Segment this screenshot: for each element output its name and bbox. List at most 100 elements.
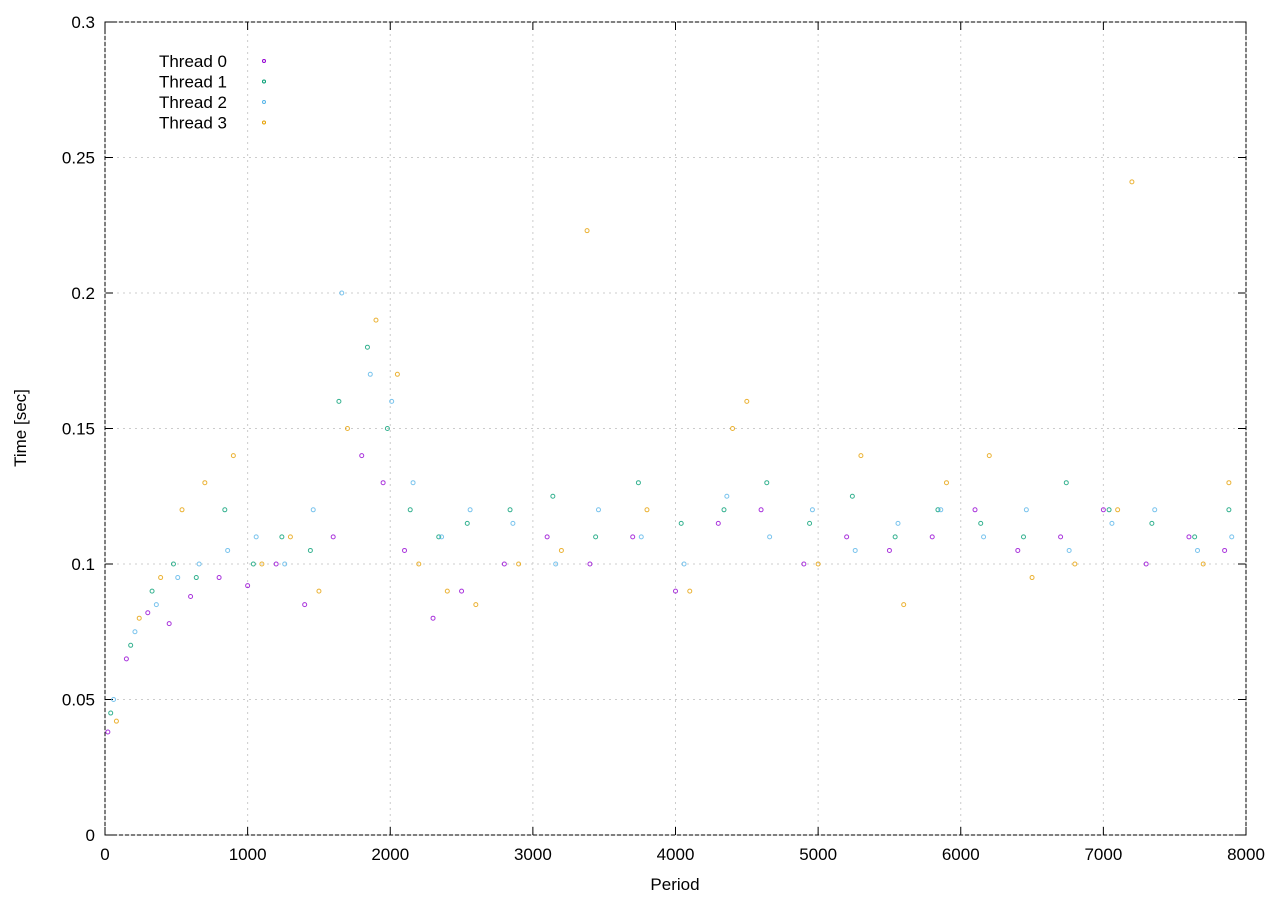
point	[302, 602, 308, 608]
point	[553, 561, 559, 567]
point	[892, 534, 898, 540]
x-tick-label: 5000	[799, 845, 837, 864]
point	[630, 534, 636, 540]
point	[929, 534, 935, 540]
point	[1063, 480, 1069, 486]
point	[801, 561, 807, 567]
point	[1021, 534, 1027, 540]
legend-marker	[262, 120, 266, 125]
point	[402, 547, 408, 553]
point	[1229, 534, 1235, 540]
y-tick-label: 0.15	[62, 420, 95, 439]
point	[279, 534, 285, 540]
point	[807, 520, 813, 526]
legend-marker	[262, 59, 266, 63]
point	[407, 507, 413, 513]
point	[687, 588, 693, 594]
legend-label: Thread 3	[159, 114, 227, 133]
point	[166, 621, 172, 627]
y-tick-label: 0.05	[62, 691, 95, 710]
point	[170, 561, 176, 567]
y-tick-label: 0.25	[62, 149, 95, 168]
point	[1195, 547, 1201, 553]
point	[981, 534, 987, 540]
point	[764, 480, 770, 486]
point	[464, 520, 470, 526]
point	[715, 520, 721, 526]
point	[544, 534, 550, 540]
point	[108, 710, 114, 716]
point	[439, 534, 445, 540]
point	[1192, 534, 1198, 540]
point	[222, 507, 228, 513]
point	[986, 453, 992, 459]
point	[196, 561, 202, 567]
point	[516, 561, 522, 567]
point	[852, 547, 858, 553]
point	[758, 507, 764, 513]
legend-label: Thread 2	[159, 93, 227, 112]
point	[1186, 534, 1192, 540]
point	[473, 602, 479, 608]
point	[245, 583, 251, 589]
point	[459, 588, 465, 594]
point	[1023, 507, 1029, 513]
point	[145, 610, 151, 616]
point	[193, 575, 199, 581]
point	[416, 561, 422, 567]
point	[844, 534, 850, 540]
point	[175, 575, 181, 581]
point	[1058, 534, 1064, 540]
point	[935, 507, 941, 513]
x-tick-label: 0	[100, 845, 109, 864]
x-axis-label: Period	[650, 875, 699, 894]
point	[316, 588, 322, 594]
point	[1143, 561, 1149, 567]
point	[1072, 561, 1078, 567]
point	[895, 520, 901, 526]
point	[380, 480, 386, 486]
point	[225, 547, 231, 553]
y-tick-label: 0	[86, 826, 95, 845]
y-axis-label: Time [sec]	[11, 389, 30, 467]
point	[287, 534, 293, 540]
point	[767, 534, 773, 540]
point	[681, 561, 687, 567]
point	[678, 520, 684, 526]
point	[1152, 507, 1158, 513]
point	[943, 480, 949, 486]
point	[1200, 561, 1206, 567]
point	[136, 615, 142, 621]
point	[113, 718, 119, 724]
legend-marker	[262, 100, 266, 104]
point	[128, 642, 134, 648]
point	[815, 561, 821, 567]
x-tick-label: 3000	[514, 845, 552, 864]
y-tick-label: 0.2	[71, 284, 95, 303]
x-tick-label: 2000	[371, 845, 409, 864]
point	[730, 426, 736, 431]
point	[230, 453, 236, 459]
point	[158, 575, 164, 581]
point	[105, 729, 111, 735]
point	[123, 656, 129, 662]
point	[1106, 507, 1112, 513]
point	[1129, 179, 1135, 185]
point	[1100, 507, 1106, 513]
point	[858, 453, 864, 459]
legend-label: Thread 0	[159, 52, 227, 71]
point	[339, 290, 345, 296]
point	[595, 507, 601, 513]
point	[1149, 520, 1155, 526]
point	[809, 507, 815, 513]
point	[1109, 520, 1115, 526]
point	[359, 453, 365, 459]
point	[384, 426, 390, 431]
point	[972, 507, 978, 513]
point	[510, 520, 516, 526]
point	[849, 493, 855, 499]
point	[1222, 547, 1228, 553]
point	[310, 507, 316, 513]
point	[744, 398, 750, 404]
point	[507, 507, 513, 513]
